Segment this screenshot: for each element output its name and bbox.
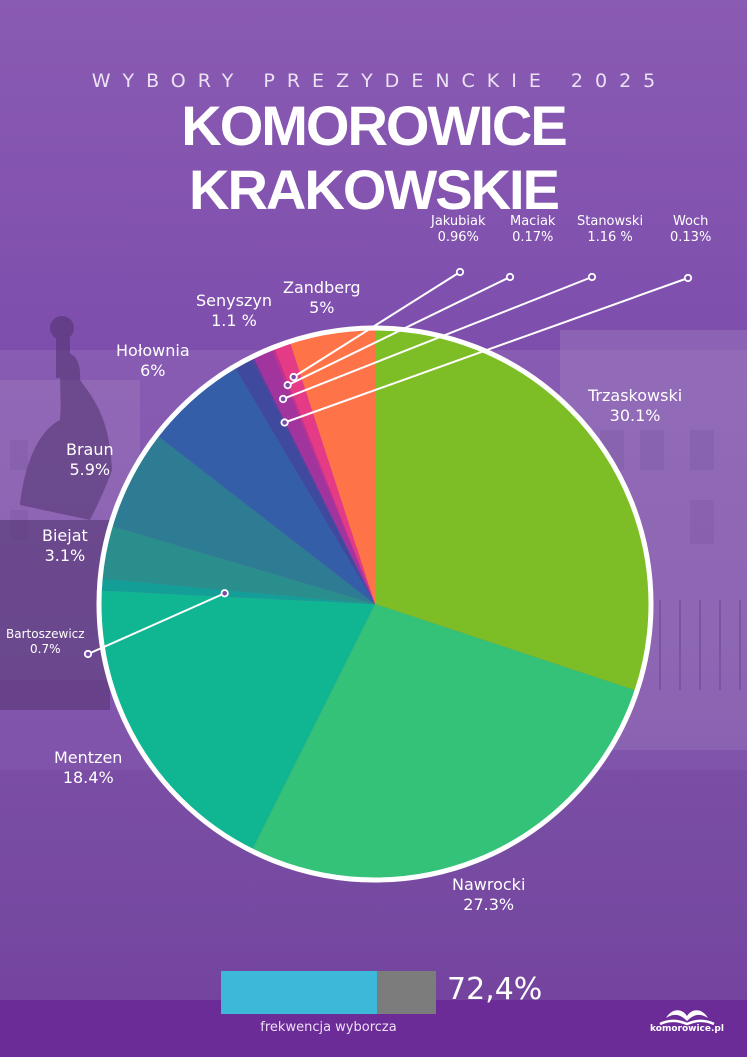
chart-title: KOMOROWICE KRAKOWSKIE <box>181 94 567 221</box>
leader-line-woch <box>284 277 689 424</box>
leader-dot-jakubiak-start <box>289 372 298 382</box>
label-mentzen-name: Mentzen <box>54 748 123 767</box>
logo-text: komorowice.pl <box>650 1024 724 1034</box>
leader-line-jakubiak <box>293 271 461 378</box>
leader-line-maciak <box>287 276 511 387</box>
label-bartoszewicz: Bartoszewicz 0.7% <box>6 627 85 657</box>
label-trzaskowski-value: 30.1% <box>609 406 661 425</box>
leader-dot-maciak-start <box>283 381 292 390</box>
pie-slice-mentzen <box>101 590 376 850</box>
pie-slice-trzaskowski <box>375 330 649 691</box>
label-stanowski-name: Stanowski <box>577 214 644 229</box>
label-braun: Braun 5.9% <box>66 440 114 480</box>
label-senyszyn-value: 1.1 % <box>211 311 257 330</box>
label-jakubiak-value: 0.96% <box>437 230 479 246</box>
header: WYBORY PREZYDENCKIE 2025 KOMOROWICE KRAK… <box>0 70 747 222</box>
pie-border <box>96 325 654 883</box>
label-holownia: Hołownia 6% <box>116 341 190 381</box>
label-holownia-name: Hołownia <box>116 341 190 360</box>
turnout-bar <box>221 971 436 1014</box>
label-mentzen-value: 18.4% <box>62 768 114 787</box>
leader-dot-bartoszewicz-start <box>220 589 229 598</box>
label-woch-name: Woch <box>672 214 709 229</box>
leader-dot-stanowski-end <box>587 272 597 282</box>
label-jakubiak-name: Jakubiak <box>431 214 486 229</box>
leader-line-stanowski <box>282 276 593 400</box>
label-biejat-value: 3.1% <box>44 546 86 565</box>
label-nawrocki: Nawrocki 27.3% <box>452 875 525 915</box>
label-braun-name: Braun <box>66 440 114 459</box>
komorowice-logo-icon <box>659 1010 715 1026</box>
leader-dot-bartoszewicz-end <box>83 649 93 659</box>
label-mentzen: Mentzen 18.4% <box>54 748 122 788</box>
turnout-label: frekwencja wyborcza <box>260 1020 397 1035</box>
label-nawrocki-value: 27.3% <box>463 895 515 914</box>
label-trzaskowski-name: Trzaskowski <box>588 386 683 405</box>
label-jakubiak: Jakubiak 0.96% <box>431 214 486 247</box>
leader-dot-maciak-end <box>505 272 515 282</box>
leader-line-bartoszewicz <box>87 592 226 655</box>
label-woch: Woch 0.13% <box>670 214 711 247</box>
label-nawrocki-name: Nawrocki <box>452 875 526 894</box>
label-senyszyn: Senyszyn 1.1 % <box>196 291 272 331</box>
label-senyszyn-name: Senyszyn <box>196 291 272 310</box>
label-biejat: Biejat 3.1% <box>42 526 88 566</box>
pie-slice-bartoszewicz <box>101 578 376 604</box>
pie-slice-jakubiak <box>274 343 375 604</box>
label-bartoszewicz-name: Bartoszewicz <box>6 627 85 641</box>
label-braun-value: 5.9% <box>69 460 111 479</box>
label-stanowski: Stanowski 1.16 % <box>577 214 643 247</box>
label-zandberg-name: Zandberg <box>283 278 361 297</box>
label-maciak: Maciak 0.17% <box>510 214 555 247</box>
label-zandberg-value: 5% <box>309 298 335 317</box>
pie-slice-ho-ownia <box>158 368 375 604</box>
pie-slice-nawrocki <box>252 604 636 878</box>
turnout-value: 72,4% <box>447 972 543 1007</box>
label-biejat-name: Biejat <box>42 526 88 545</box>
leader-dot-woch-start <box>280 418 289 427</box>
label-zandberg: Zandberg 5% <box>283 278 361 318</box>
label-stanowski-value: 1.16 % <box>587 230 633 246</box>
label-holownia-value: 6% <box>140 361 166 380</box>
label-maciak-value: 0.17% <box>512 230 554 246</box>
pie-slice-maciak <box>272 348 375 604</box>
leader-dot-woch-end <box>683 273 693 283</box>
label-maciak-name: Maciak <box>510 214 556 229</box>
chart-subtitle: WYBORY PREZYDENCKIE 2025 <box>91 70 668 92</box>
pie-slice-biejat <box>102 526 376 604</box>
leader-dot-stanowski-start <box>278 394 288 404</box>
label-trzaskowski: Trzaskowski 30.1% <box>588 386 682 426</box>
leader-dot-jakubiak-end <box>455 267 465 277</box>
label-bartoszewicz-value: 0.7% <box>30 642 61 656</box>
pie-slice-braun <box>112 436 376 604</box>
turnout-bar-fill <box>221 971 377 1014</box>
pie-slice-stanowski <box>253 350 375 604</box>
pie-slice-senyszyn <box>235 359 375 604</box>
label-woch-value: 0.13% <box>670 230 712 246</box>
